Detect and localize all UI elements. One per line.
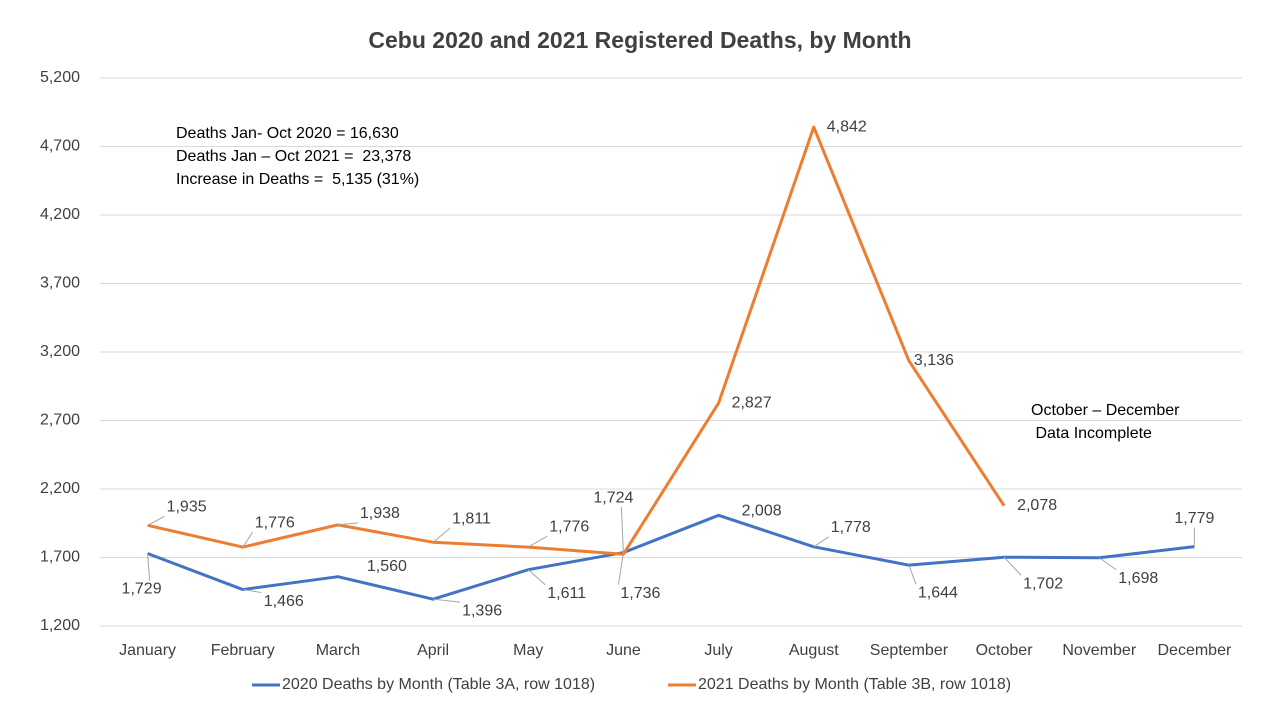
x-tick-label: November: [1062, 642, 1136, 659]
data-label: 1,935: [167, 499, 207, 516]
data-label: 2,008: [742, 503, 782, 520]
leader-line: [813, 536, 830, 548]
leader-line: [527, 535, 548, 548]
data-label: 1,396: [462, 602, 502, 619]
data-label: 1,776: [255, 514, 295, 531]
y-tick-label: 3,700: [40, 275, 80, 292]
data-label: 1,466: [264, 593, 304, 610]
legend-label: 2021 Deaths by Month (Table 3B, row 1018…: [698, 676, 1011, 693]
legend-label: 2020 Deaths by Month (Table 3A, row 1018…: [282, 676, 595, 693]
x-tick-label: February: [211, 642, 275, 659]
leader-line: [337, 522, 358, 526]
y-tick-label: 4,700: [40, 138, 80, 155]
y-tick-label: 1,700: [40, 549, 80, 566]
data-label: 1,560: [367, 558, 407, 575]
annotation: October – December: [1031, 402, 1180, 419]
leader-line: [527, 569, 546, 586]
y-tick-label: 2,700: [40, 412, 80, 429]
data-label: 1,724: [593, 489, 633, 506]
leader-line: [242, 531, 254, 548]
data-label: 1,611: [547, 585, 586, 602]
x-tick-label: April: [417, 642, 449, 659]
data-label: 3,136: [914, 352, 954, 369]
y-tick-label: 3,200: [40, 343, 80, 360]
y-tick-label: 4,200: [40, 206, 80, 223]
leader-line: [433, 598, 461, 603]
x-tick-label: May: [513, 642, 543, 659]
x-tick-label: October: [976, 642, 1034, 659]
annotation: Deaths Jan- Oct 2020 = 16,630: [176, 125, 399, 142]
y-tick-label: 1,200: [40, 617, 80, 634]
data-label: 1,698: [1118, 570, 1158, 587]
y-tick-label: 2,200: [40, 480, 80, 497]
x-tick-label: January: [119, 642, 176, 659]
data-label: 4,842: [827, 118, 867, 135]
x-tick-label: July: [704, 642, 732, 659]
leader-line: [908, 564, 917, 585]
leader-line: [147, 553, 151, 581]
data-label: 2,078: [1017, 497, 1057, 514]
leader-line: [242, 589, 262, 594]
data-label: 2,827: [732, 394, 772, 411]
annotation: Data Incomplete: [1031, 425, 1152, 442]
series-line: [147, 513, 1195, 601]
leader-line: [147, 515, 165, 526]
x-tick-label: August: [789, 642, 839, 659]
leader-line: [1098, 557, 1117, 571]
data-label: 1,938: [360, 505, 400, 522]
x-tick-label: March: [316, 642, 360, 659]
x-tick-label: December: [1158, 642, 1232, 659]
leader-line: [432, 527, 451, 543]
data-label: 1,776: [549, 518, 589, 535]
leader-line: [617, 552, 624, 585]
data-label: 1,736: [620, 585, 660, 602]
data-label: 1,778: [831, 519, 871, 536]
annotation: Increase in Deaths = 5,135 (31%): [176, 171, 419, 188]
leader-line: [620, 507, 624, 555]
chart-title: Cebu 2020 and 2021 Registered Deaths, by…: [368, 27, 911, 53]
data-label: 1,811: [452, 511, 491, 528]
series-line: [147, 125, 1006, 556]
data-label: 1,702: [1023, 575, 1063, 592]
x-tick-label: September: [870, 642, 949, 659]
data-label: 1,729: [122, 581, 162, 598]
data-label: 1,644: [918, 584, 958, 601]
y-tick-label: 5,200: [40, 69, 80, 86]
data-label: 1,779: [1174, 510, 1214, 527]
leader-line: [1003, 556, 1022, 576]
x-tick-label: June: [606, 642, 641, 659]
annotation: Deaths Jan – Oct 2021 = 23,378: [176, 148, 411, 165]
